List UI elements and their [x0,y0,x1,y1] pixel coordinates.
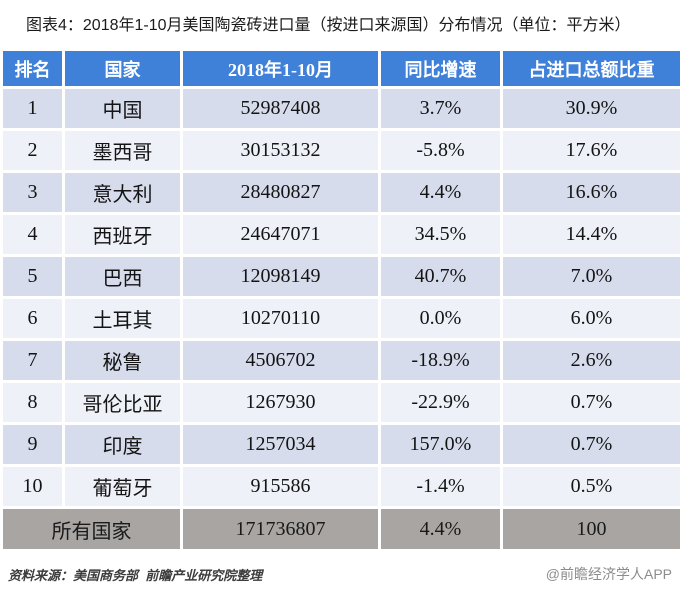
cell-country: 巴西 [62,254,183,299]
cell-rank: 2 [0,128,65,173]
table-row: 1 中国 52987408 3.7% 30.9% [0,86,680,131]
cell-yoy: 157.0% [378,422,503,467]
cell-yoy: -18.9% [378,338,503,383]
cell-share: 30.9% [500,86,680,131]
cell-yoy: 40.7% [378,254,503,299]
cell-yoy: -1.4% [378,464,503,509]
cell-yoy: 34.5% [378,212,503,257]
cell-rank: 4 [0,212,65,257]
cell-value: 915586 [180,464,381,509]
cell-yoy: 3.7% [378,86,503,131]
cell-value: 28480827 [180,170,381,215]
cell-country: 意大利 [62,170,183,215]
cell-yoy: 0.0% [378,296,503,341]
chart-title: 图表4：2018年1-10月美国陶瓷砖进口量（按进口来源国）分布情况（单位：平方… [26,17,631,34]
cell-value: 1257034 [180,422,381,467]
col-header-share: 占进口总额比重 [500,48,680,89]
table-row: 4 西班牙 24647071 34.5% 14.4% [0,212,680,257]
cell-rank: 3 [0,170,65,215]
cell-share: 0.7% [500,422,680,467]
cell-rank: 10 [0,464,65,509]
cell-yoy: -5.8% [378,128,503,173]
table-row: 9 印度 1257034 157.0% 0.7% [0,422,680,467]
col-header-rank: 排名 [0,48,65,89]
cell-rank: 8 [0,380,65,425]
cell-rank: 6 [0,296,65,341]
total-share: 100 [500,506,680,552]
cell-country: 墨西哥 [62,128,183,173]
total-value: 171736807 [180,506,381,552]
cell-value: 4506702 [180,338,381,383]
col-header-country: 国家 [62,48,183,89]
cell-share: 14.4% [500,212,680,257]
cell-country: 中国 [62,86,183,131]
table-row: 6 土耳其 10270110 0.0% 6.0% [0,296,680,341]
cell-value: 10270110 [180,296,381,341]
cell-share: 2.6% [500,338,680,383]
cell-rank: 1 [0,86,65,131]
data-source-note: 资料来源：美国商务部 前瞻产业研究院整理 [8,568,263,583]
total-label: 所有国家 [0,506,183,552]
cell-rank: 7 [0,338,65,383]
cell-yoy: 4.4% [378,170,503,215]
table-row: 5 巴西 12098149 40.7% 7.0% [0,254,680,299]
cell-value: 30153132 [180,128,381,173]
cell-value: 1267930 [180,380,381,425]
cell-share: 16.6% [500,170,680,215]
cell-share: 0.7% [500,380,680,425]
import-table: 排名 国家 2018年1-10月 同比增速 占进口总额比重 1 中国 52987… [0,48,680,552]
cell-country: 土耳其 [62,296,183,341]
cell-country: 葡萄牙 [62,464,183,509]
table-row: 10 葡萄牙 915586 -1.4% 0.5% [0,464,680,509]
cell-value: 24647071 [180,212,381,257]
cell-rank: 9 [0,422,65,467]
cell-country: 印度 [62,422,183,467]
col-header-value: 2018年1-10月 [180,48,381,89]
cell-country: 西班牙 [62,212,183,257]
header-row: 排名 国家 2018年1-10月 同比增速 占进口总额比重 [0,48,680,89]
col-header-yoy: 同比增速 [378,48,503,89]
total-yoy: 4.4% [378,506,503,552]
brand-credit: @前瞻经济学人APP [545,566,672,582]
cell-share: 6.0% [500,296,680,341]
cell-share: 7.0% [500,254,680,299]
table-row: 7 秘鲁 4506702 -18.9% 2.6% [0,338,680,383]
cell-country: 秘鲁 [62,338,183,383]
total-row: 所有国家 171736807 4.4% 100 [0,506,680,552]
table-row: 8 哥伦比亚 1267930 -22.9% 0.7% [0,380,680,425]
cell-yoy: -22.9% [378,380,503,425]
cell-country: 哥伦比亚 [62,380,183,425]
cell-value: 52987408 [180,86,381,131]
table-row: 3 意大利 28480827 4.4% 16.6% [0,170,680,215]
cell-share: 17.6% [500,128,680,173]
cell-rank: 5 [0,254,65,299]
table-row: 2 墨西哥 30153132 -5.8% 17.6% [0,128,680,173]
cell-share: 0.5% [500,464,680,509]
cell-value: 12098149 [180,254,381,299]
